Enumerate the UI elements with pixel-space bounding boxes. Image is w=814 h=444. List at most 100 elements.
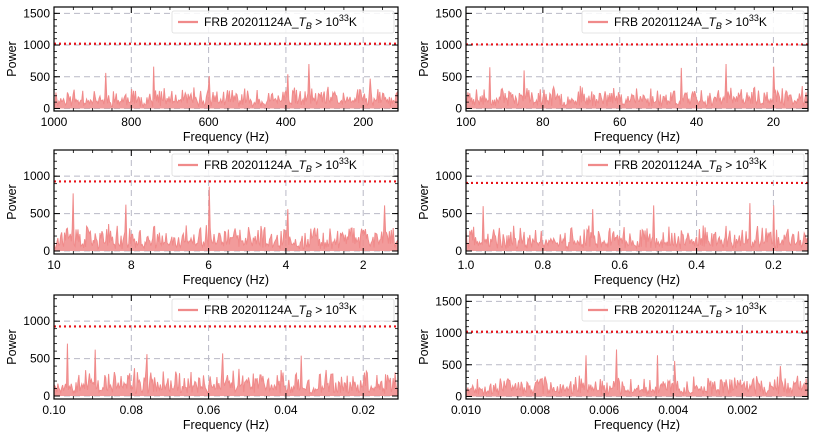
legend: FRB 20201124A_TB > 1033K [171, 153, 395, 177]
x-tick-label: 60 [613, 115, 627, 129]
legend-label-part: FRB 20201124A_ [614, 15, 709, 29]
y-axis-label: Power [5, 329, 19, 364]
x-tick-label: 0.4 [688, 258, 705, 272]
legend-label: FRB 20201124A_TB > 1033K [204, 13, 357, 31]
x-tick-label: 0.006 [589, 403, 619, 417]
x-tick-label: 8 [128, 258, 135, 272]
y-tick-label: 1000 [23, 314, 50, 328]
axes-frame [465, 149, 809, 255]
legend-label: FRB 20201124A_TB > 1033K [204, 156, 357, 174]
y-tick-label: 500 [442, 70, 462, 84]
legend-label-part: FRB 20201124A_ [204, 158, 299, 172]
x-tick-label: 1000 [41, 115, 68, 129]
x-tick-label: 0.10 [42, 403, 66, 417]
series-fill [54, 186, 398, 252]
legend-label-part: B [716, 309, 722, 319]
legend-label-part: 33 [749, 301, 759, 311]
y-tick-label: 500 [442, 207, 462, 221]
legend-label-part: 33 [749, 156, 759, 166]
legend-label: FRB 20201124A_TB > 1033K [614, 156, 767, 174]
y-axis-label: Power [5, 41, 19, 76]
legend-box [581, 298, 805, 322]
x-tick-label: 6 [205, 258, 212, 272]
x-tick-label: 0.002 [727, 403, 757, 417]
panel-3: 10 8 6 4 2 0 500 1000 Frequency (Hz) Power FRB 202… [5, 149, 399, 287]
x-tick-label: 800 [121, 115, 141, 129]
legend-box [171, 298, 395, 322]
axes-frame [53, 6, 399, 112]
panel-6: 0.010 0.008 0.006 0.004 0.002 0 500 1000 1500 Fre… [417, 294, 809, 432]
legend-label-part: T [709, 15, 718, 29]
y-tick-label: 1500 [23, 6, 50, 20]
y-tick-label: 1000 [435, 38, 462, 52]
x-axis-label: Frequency (Hz) [594, 418, 680, 432]
x-tick-label: 10 [47, 258, 61, 272]
legend-label-part: K [759, 158, 767, 172]
y-tick-label: 1000 [23, 169, 50, 183]
legend-box [581, 153, 805, 177]
legend-label-part: 33 [339, 301, 349, 311]
legend-label-part: > 10 [312, 158, 339, 172]
y-tick-label: 0 [455, 244, 462, 258]
legend-label-part: K [349, 158, 357, 172]
legend-label-part: FRB 20201124A_ [614, 303, 709, 317]
series-line [54, 64, 398, 109]
x-tick-label: 0.6 [611, 258, 628, 272]
x-tick-label: 80 [536, 115, 550, 129]
axes-frame [53, 294, 399, 400]
panel-2: 100 80 60 40 20 0 500 1000 1500 Frequency (Hz) Pow… [417, 6, 809, 144]
x-tick-label: 400 [276, 115, 296, 129]
legend: FRB 20201124A_TB > 1033K [581, 298, 805, 322]
legend-label: FRB 20201124A_TB > 1033K [614, 13, 767, 31]
legend-box [581, 10, 805, 34]
legend: FRB 20201124A_TB > 1033K [581, 10, 805, 34]
panel-5: 0.10 0.08 0.06 0.04 0.02 0 500 1000 Frequency (H… [5, 294, 399, 432]
y-tick-label: 0 [43, 101, 50, 115]
series-line [466, 64, 808, 108]
x-tick-label: 100 [456, 115, 476, 129]
legend-label-part: K [759, 15, 767, 29]
panel-1: 1000 800 600 400 200 0 500 1000 1500 Frequency (H… [5, 6, 399, 144]
y-axis-label: Power [417, 41, 431, 76]
x-tick-label: 0.008 [520, 403, 550, 417]
legend-label-part: K [349, 15, 357, 29]
y-tick-label: 1500 [435, 6, 462, 20]
x-tick-label: 0.02 [352, 403, 376, 417]
legend-label-part: > 10 [312, 303, 339, 317]
legend-label-part: T [299, 158, 308, 172]
y-tick-label: 0 [43, 244, 50, 258]
legend-label-part: T [299, 303, 308, 317]
series-line [466, 203, 808, 251]
legend-label-part: > 10 [312, 15, 339, 29]
legend: FRB 20201124A_TB > 1033K [171, 10, 395, 34]
x-tick-label: 0.2 [765, 258, 782, 272]
y-tick-label: 1000 [23, 38, 50, 52]
x-axis-label: Frequency (Hz) [594, 130, 680, 144]
x-tick-label: 600 [199, 115, 219, 129]
legend-label-part: FRB 20201124A_ [614, 158, 709, 172]
legend: FRB 20201124A_TB > 1033K [171, 298, 395, 322]
x-tick-label: 0.004 [658, 403, 688, 417]
legend-label-part: T [709, 303, 718, 317]
axes-frame [53, 149, 399, 255]
series-fill [466, 203, 808, 252]
x-axis-label: Frequency (Hz) [183, 130, 269, 144]
legend-label-part: 33 [339, 13, 349, 23]
x-tick-label: 0.06 [197, 403, 221, 417]
y-tick-label: 500 [30, 70, 50, 84]
legend-label-part: FRB 20201124A_ [204, 15, 299, 29]
legend-label-part: B [306, 164, 312, 174]
panel-4: 1.0 0.8 0.6 0.4 0.2 0 500 1000 Frequency (Hz) Pow… [417, 149, 809, 287]
legend-box [171, 153, 395, 177]
y-tick-label: 0 [43, 389, 50, 403]
x-tick-label: 0.010 [451, 403, 481, 417]
y-tick-label: 1500 [435, 294, 462, 308]
legend-label-part: T [299, 15, 308, 29]
y-tick-label: 1000 [435, 169, 462, 183]
x-tick-label: 0.8 [535, 258, 552, 272]
x-tick-label: 40 [690, 115, 704, 129]
legend-label-part: B [306, 21, 312, 31]
x-axis-label: Frequency (Hz) [183, 273, 269, 287]
